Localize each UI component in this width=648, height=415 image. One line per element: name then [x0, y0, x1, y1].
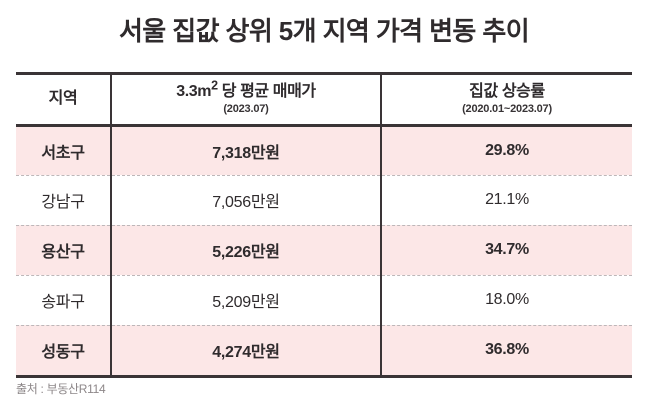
cell-price: 5,209만원 — [110, 274, 381, 325]
column-header-price: 3.3m2 당 평균 매매가 (2023.07) — [110, 75, 381, 127]
cell-rate: 21.1% — [380, 174, 632, 225]
cell-rate: 36.8% — [380, 324, 632, 375]
column-header-rate-label: 집값 상승률 — [469, 83, 545, 101]
cell-region: 송파구 — [16, 274, 111, 325]
cell-price: 7,056만원 — [110, 174, 381, 225]
table-header: 지역 3.3m2 당 평균 매매가 (2023.07) 집값 상승률 (2020… — [16, 75, 632, 127]
column-header-price-prefix: 3.3m — [176, 83, 212, 101]
cell-rate: 18.0% — [380, 274, 632, 325]
column-header-price-suffix: 당 평균 매매가 — [217, 83, 316, 101]
table-header-row: 지역 3.3m2 당 평균 매매가 (2023.07) 집값 상승률 (2020… — [16, 75, 632, 127]
column-header-price-period: (2023.07) — [223, 103, 269, 116]
column-header-rate: 집값 상승률 (2020.01~2023.07) — [380, 75, 632, 127]
cell-region: 성동구 — [16, 324, 111, 375]
square-meter-superscript: 2 — [211, 78, 218, 93]
table-row: 송파구 5,209만원 18.0% — [16, 274, 632, 325]
cell-region: 서초구 — [41, 144, 85, 162]
source-note: 출처 : 부동산R114 — [16, 382, 106, 396]
cell-price: 5,226만원 — [110, 224, 381, 275]
column-header-region: 지역 — [16, 75, 111, 127]
cell-price: 4,274만원 — [110, 324, 381, 375]
cell-rate: 34.7% — [380, 224, 632, 275]
table-row: 용산구 5,226만원 34.7% — [16, 224, 632, 275]
table-row: 성동구 4,274만원 36.8% — [16, 324, 632, 375]
column-header-price-label: 3.3m2 당 평균 매매가 — [112, 78, 380, 101]
table-row: 서초구 7,318만원 29.8% — [16, 125, 632, 175]
table-row: 강남구 7,056만원 21.1% — [16, 174, 632, 225]
cell-price: 7,318만원 — [110, 125, 381, 175]
price-table-container: 지역 3.3m2 당 평균 매매가 (2023.07) 집값 상승률 (2020… — [16, 72, 632, 378]
table-body: 서초구 7,318만원 29.8% 강남구 7,056만원 21.1% 용산구 … — [16, 125, 632, 375]
page-title: 서울 집값 상위 5개 지역 가격 변동 추이 — [118, 16, 530, 46]
price-table: 지역 3.3m2 당 평균 매매가 (2023.07) 집값 상승률 (2020… — [16, 75, 632, 375]
column-header-rate-period: (2020.01~2023.07) — [462, 103, 552, 116]
cell-region: 용산구 — [16, 224, 111, 275]
cell-region: 강남구 — [16, 174, 111, 225]
column-header-region-label: 지역 — [48, 90, 78, 108]
cell-rate: 29.8% — [380, 125, 632, 175]
